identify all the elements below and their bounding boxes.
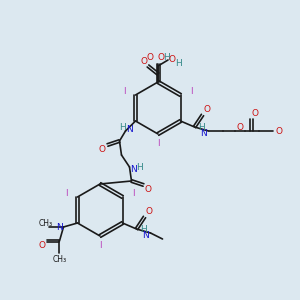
Text: O: O [251, 110, 258, 118]
Text: N: N [200, 130, 207, 139]
Text: N: N [56, 223, 63, 232]
Text: CH₃: CH₃ [38, 220, 52, 229]
Text: H: H [119, 122, 126, 131]
Text: I: I [65, 190, 68, 199]
Text: H: H [136, 164, 143, 172]
Text: O: O [145, 184, 152, 194]
Text: N: N [130, 164, 137, 173]
Text: O: O [146, 53, 154, 62]
Text: O: O [158, 53, 164, 62]
Text: I: I [157, 140, 159, 148]
Text: O: O [169, 56, 176, 64]
Text: CH₃: CH₃ [52, 254, 67, 263]
Text: O: O [236, 124, 243, 133]
Text: H: H [140, 226, 147, 235]
Text: I: I [123, 88, 126, 97]
Text: I: I [132, 190, 135, 199]
Text: O: O [145, 208, 152, 217]
Text: H: H [163, 53, 170, 62]
Text: H: H [198, 124, 205, 133]
Text: O: O [39, 241, 46, 250]
Text: I: I [190, 88, 193, 97]
Text: O: O [99, 145, 106, 154]
Text: O: O [140, 58, 148, 67]
Text: H: H [175, 58, 182, 68]
Text: O: O [203, 106, 210, 115]
Text: N: N [142, 232, 149, 241]
Text: O: O [275, 127, 282, 136]
Text: N: N [126, 124, 133, 134]
Text: I: I [99, 242, 101, 250]
